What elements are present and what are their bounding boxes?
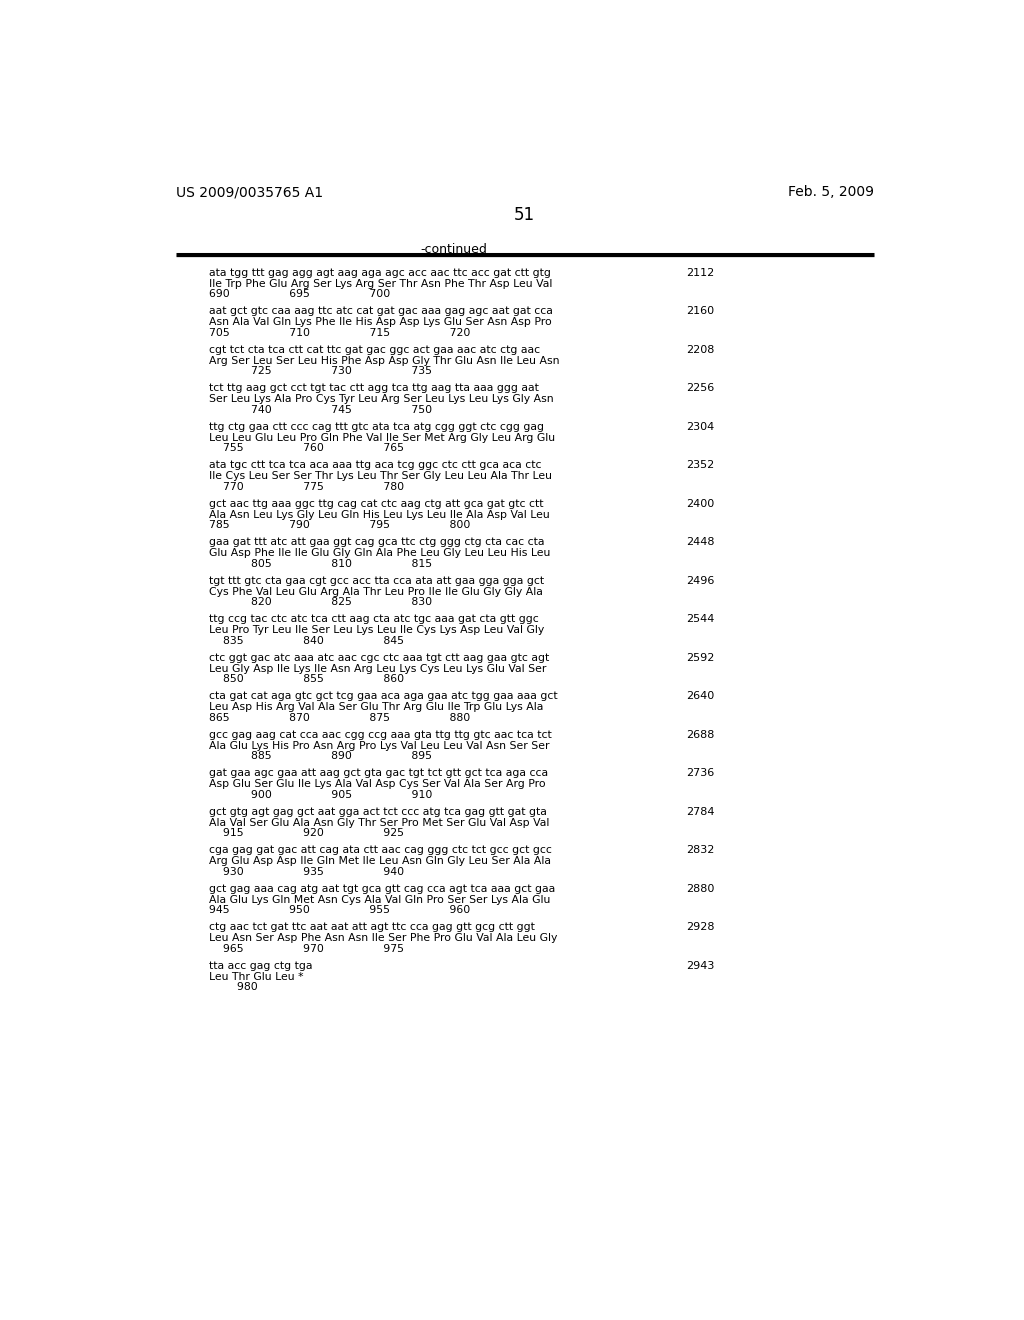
Text: Leu Gly Asp Ile Lys Ile Asn Arg Leu Lys Cys Leu Lys Glu Val Ser: Leu Gly Asp Ile Lys Ile Asn Arg Leu Lys … [209, 664, 547, 673]
Text: Glu Asp Phe Ile Ile Glu Gly Gln Ala Phe Leu Gly Leu Leu His Leu: Glu Asp Phe Ile Ile Glu Gly Gln Ala Phe … [209, 548, 551, 558]
Text: ctg aac tct gat ttc aat aat att agt ttc cca gag gtt gcg ctt ggt: ctg aac tct gat ttc aat aat att agt ttc … [209, 923, 536, 932]
Text: 2352: 2352 [686, 461, 715, 470]
Text: 770                 775                 780: 770 775 780 [209, 482, 404, 492]
Text: 885                 890                 895: 885 890 895 [209, 751, 432, 762]
Text: Cys Phe Val Leu Glu Arg Ala Thr Leu Pro Ile Ile Glu Gly Gly Ala: Cys Phe Val Leu Glu Arg Ala Thr Leu Pro … [209, 586, 544, 597]
Text: ctc ggt gac atc aaa atc aac cgc ctc aaa tgt ctt aag gaa gtc agt: ctc ggt gac atc aaa atc aac cgc ctc aaa … [209, 653, 550, 663]
Text: 2496: 2496 [686, 576, 715, 586]
Text: Feb. 5, 2009: Feb. 5, 2009 [787, 185, 873, 199]
Text: 740                 745                 750: 740 745 750 [209, 405, 432, 414]
Text: US 2009/0035765 A1: US 2009/0035765 A1 [176, 185, 324, 199]
Text: 2592: 2592 [686, 653, 715, 663]
Text: Ala Val Ser Glu Ala Asn Gly Thr Ser Pro Met Ser Glu Val Asp Val: Ala Val Ser Glu Ala Asn Gly Thr Ser Pro … [209, 817, 550, 828]
Text: 2928: 2928 [686, 923, 715, 932]
Text: 2160: 2160 [686, 306, 714, 317]
Text: Ile Cys Leu Ser Ser Thr Lys Leu Thr Ser Gly Leu Leu Ala Thr Leu: Ile Cys Leu Ser Ser Thr Lys Leu Thr Ser … [209, 471, 552, 480]
Text: 785                 790                 795                 800: 785 790 795 800 [209, 520, 471, 531]
Text: 835                 840                 845: 835 840 845 [209, 636, 404, 645]
Text: 865                 870                 875                 880: 865 870 875 880 [209, 713, 471, 723]
Text: gat gaa agc gaa att aag gct gta gac tgt tct gtt gct tca aga cca: gat gaa agc gaa att aag gct gta gac tgt … [209, 768, 549, 779]
Text: 2256: 2256 [686, 383, 715, 393]
Text: 915                 920                 925: 915 920 925 [209, 829, 404, 838]
Text: 2400: 2400 [686, 499, 715, 508]
Text: 900                 905                 910: 900 905 910 [209, 789, 433, 800]
Text: cga gag gat gac att cag ata ctt aac cag ggg ctc tct gcc gct gcc: cga gag gat gac att cag ata ctt aac cag … [209, 845, 552, 855]
Text: gcc gag aag cat cca aac cgg ccg aaa gta ttg ttg gtc aac tca tct: gcc gag aag cat cca aac cgg ccg aaa gta … [209, 730, 552, 739]
Text: -continued: -continued [420, 243, 487, 256]
Text: Asp Glu Ser Glu Ile Lys Ala Val Asp Cys Ser Val Ala Ser Arg Pro: Asp Glu Ser Glu Ile Lys Ala Val Asp Cys … [209, 779, 546, 789]
Text: Leu Thr Glu Leu *: Leu Thr Glu Leu * [209, 972, 304, 982]
Text: Leu Asp His Arg Val Ala Ser Glu Thr Arg Glu Ile Trp Glu Lys Ala: Leu Asp His Arg Val Ala Ser Glu Thr Arg … [209, 702, 544, 711]
Text: 945                 950                 955                 960: 945 950 955 960 [209, 906, 471, 915]
Text: Asn Ala Val Gln Lys Phe Ile His Asp Asp Lys Glu Ser Asn Asp Pro: Asn Ala Val Gln Lys Phe Ile His Asp Asp … [209, 317, 552, 327]
Text: 51: 51 [514, 206, 536, 224]
Text: Ala Glu Lys Gln Met Asn Cys Ala Val Gln Pro Ser Ser Lys Ala Glu: Ala Glu Lys Gln Met Asn Cys Ala Val Gln … [209, 895, 551, 904]
Text: 980: 980 [209, 982, 258, 993]
Text: 2112: 2112 [686, 268, 715, 277]
Text: 705                 710                 715                 720: 705 710 715 720 [209, 327, 471, 338]
Text: 2688: 2688 [686, 730, 715, 739]
Text: gaa gat ttt atc att gaa ggt cag gca ttc ctg ggg ctg cta cac cta: gaa gat ttt atc att gaa ggt cag gca ttc … [209, 537, 545, 548]
Text: 725                 730                 735: 725 730 735 [209, 367, 432, 376]
Text: gct gag aaa cag atg aat tgt gca gtt cag cca agt tca aaa gct gaa: gct gag aaa cag atg aat tgt gca gtt cag … [209, 884, 556, 894]
Text: Arg Ser Leu Ser Leu His Phe Asp Asp Gly Thr Glu Asn Ile Leu Asn: Arg Ser Leu Ser Leu His Phe Asp Asp Gly … [209, 355, 560, 366]
Text: gct aac ttg aaa ggc ttg cag cat ctc aag ctg att gca gat gtc ctt: gct aac ttg aaa ggc ttg cag cat ctc aag … [209, 499, 544, 508]
Text: cta gat cat aga gtc gct tcg gaa aca aga gaa atc tgg gaa aaa gct: cta gat cat aga gtc gct tcg gaa aca aga … [209, 692, 558, 701]
Text: aat gct gtc caa aag ttc atc cat gat gac aaa gag agc aat gat cca: aat gct gtc caa aag ttc atc cat gat gac … [209, 306, 553, 317]
Text: Leu Asn Ser Asp Phe Asn Asn Ile Ser Phe Pro Glu Val Ala Leu Gly: Leu Asn Ser Asp Phe Asn Asn Ile Ser Phe … [209, 933, 558, 942]
Text: 805                 810                 815: 805 810 815 [209, 558, 432, 569]
Text: cgt tct cta tca ctt cat ttc gat gac ggc act gaa aac atc ctg aac: cgt tct cta tca ctt cat ttc gat gac ggc … [209, 345, 541, 355]
Text: 755                 760                 765: 755 760 765 [209, 444, 404, 453]
Text: 820                 825                 830: 820 825 830 [209, 598, 432, 607]
Text: 2208: 2208 [686, 345, 715, 355]
Text: 930                 935                 940: 930 935 940 [209, 867, 404, 876]
Text: 2304: 2304 [686, 422, 715, 432]
Text: 2544: 2544 [686, 614, 715, 624]
Text: Ala Glu Lys His Pro Asn Arg Pro Lys Val Leu Leu Val Asn Ser Ser: Ala Glu Lys His Pro Asn Arg Pro Lys Val … [209, 741, 550, 751]
Text: Ile Trp Phe Glu Arg Ser Lys Arg Ser Thr Asn Phe Thr Asp Leu Val: Ile Trp Phe Glu Arg Ser Lys Arg Ser Thr … [209, 279, 553, 289]
Text: 690                 695                 700: 690 695 700 [209, 289, 390, 300]
Text: 965                 970                 975: 965 970 975 [209, 944, 404, 954]
Text: tta acc gag ctg tga: tta acc gag ctg tga [209, 961, 313, 970]
Text: Leu Leu Glu Leu Pro Gln Phe Val Ile Ser Met Arg Gly Leu Arg Glu: Leu Leu Glu Leu Pro Gln Phe Val Ile Ser … [209, 433, 555, 442]
Text: 2640: 2640 [686, 692, 715, 701]
Text: ata tgg ttt gag agg agt aag aga agc acc aac ttc acc gat ctt gtg: ata tgg ttt gag agg agt aag aga agc acc … [209, 268, 551, 277]
Text: tct ttg aag gct cct tgt tac ctt agg tca ttg aag tta aaa ggg aat: tct ttg aag gct cct tgt tac ctt agg tca … [209, 383, 540, 393]
Text: 2832: 2832 [686, 845, 715, 855]
Text: 2736: 2736 [686, 768, 715, 779]
Text: 850                 855                 860: 850 855 860 [209, 675, 404, 684]
Text: tgt ttt gtc cta gaa cgt gcc acc tta cca ata att gaa gga gga gct: tgt ttt gtc cta gaa cgt gcc acc tta cca … [209, 576, 545, 586]
Text: ttg ctg gaa ctt ccc cag ttt gtc ata tca atg cgg ggt ctc cgg gag: ttg ctg gaa ctt ccc cag ttt gtc ata tca … [209, 422, 545, 432]
Text: gct gtg agt gag gct aat gga act tct ccc atg tca gag gtt gat gta: gct gtg agt gag gct aat gga act tct ccc … [209, 807, 547, 817]
Text: 2784: 2784 [686, 807, 715, 817]
Text: Leu Pro Tyr Leu Ile Ser Leu Lys Leu Ile Cys Lys Asp Leu Val Gly: Leu Pro Tyr Leu Ile Ser Leu Lys Leu Ile … [209, 626, 545, 635]
Text: 2448: 2448 [686, 537, 715, 548]
Text: Ala Asn Leu Lys Gly Leu Gln His Leu Lys Leu Ile Ala Asp Val Leu: Ala Asn Leu Lys Gly Leu Gln His Leu Lys … [209, 510, 550, 520]
Text: 2943: 2943 [686, 961, 715, 970]
Text: 2880: 2880 [686, 884, 715, 894]
Text: Ser Leu Lys Ala Pro Cys Tyr Leu Arg Ser Leu Lys Leu Lys Gly Asn: Ser Leu Lys Ala Pro Cys Tyr Leu Arg Ser … [209, 395, 554, 404]
Text: ata tgc ctt tca tca aca aaa ttg aca tcg ggc ctc ctt gca aca ctc: ata tgc ctt tca tca aca aaa ttg aca tcg … [209, 461, 542, 470]
Text: ttg ccg tac ctc atc tca ctt aag cta atc tgc aaa gat cta gtt ggc: ttg ccg tac ctc atc tca ctt aag cta atc … [209, 614, 539, 624]
Text: Arg Glu Asp Asp Ile Gln Met Ile Leu Asn Gln Gly Leu Ser Ala Ala: Arg Glu Asp Asp Ile Gln Met Ile Leu Asn … [209, 857, 551, 866]
